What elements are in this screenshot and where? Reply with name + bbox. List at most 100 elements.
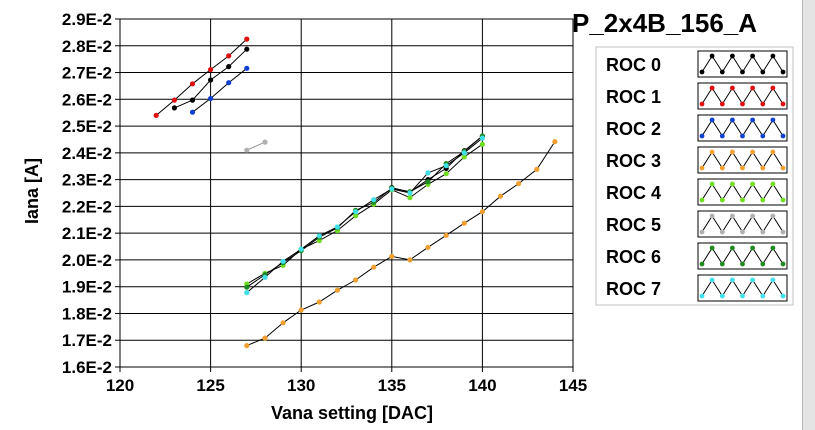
data-point (389, 253, 395, 259)
data-point (353, 209, 359, 215)
data-point (298, 246, 304, 252)
legend-swatch-marker (730, 245, 735, 251)
data-point (516, 181, 522, 187)
legend-swatch-marker (699, 229, 705, 235)
y-tick-label: 2.8E-2 (62, 37, 112, 56)
data-point (189, 81, 196, 87)
legend-label: ROC 2 (606, 119, 661, 139)
data-point (479, 209, 485, 215)
legend-swatch-marker (740, 197, 745, 203)
legend-swatch-marker (760, 197, 766, 203)
data-point (461, 154, 467, 160)
data-point (371, 264, 377, 270)
legend-swatch-marker (730, 85, 735, 91)
legend-swatch-marker (760, 69, 766, 75)
legend-label: ROC 5 (606, 215, 661, 235)
legend-swatch-marker (740, 165, 745, 171)
legend-swatch-marker (740, 229, 745, 235)
legend-item: ROC 7 (606, 274, 788, 302)
y-tick-label: 2.5E-2 (62, 117, 112, 136)
legend-swatch-marker (770, 245, 776, 251)
x-axis-ticks: 120 125 130 135 140 145 (106, 367, 587, 395)
legend: ROC 0 ROC 1 ROC 2 ROC 3 ROC 4 ROC 5 ROC 6 ROC 7 (595, 46, 794, 306)
legend-swatch-marker (709, 245, 715, 251)
x-axis-label: Vana setting [DAC] (271, 403, 433, 423)
legend-swatch-marker (699, 165, 705, 171)
y-axis-ticks: 1.6E-2 1.7E-2 1.8E-2 1.9E-2 2.0E-2 2.1E-2 2.2E… (62, 10, 120, 377)
x-tick-label: 140 (468, 376, 496, 395)
legend-swatch-marker (750, 117, 755, 123)
data-point (226, 80, 232, 86)
data-point (497, 193, 504, 199)
legend-item: ROC 6 (606, 242, 788, 270)
legend-swatch-marker (709, 117, 715, 123)
data-point (552, 139, 558, 145)
legend-label: ROC 1 (606, 87, 661, 107)
data-point (208, 95, 214, 102)
legend-label: ROC 4 (606, 183, 661, 203)
legend-item: ROC 4 (606, 178, 788, 206)
data-point (407, 195, 413, 201)
legend-swatch-marker (740, 69, 745, 75)
series-roc-5 (244, 139, 268, 153)
legend-swatch-marker (709, 213, 715, 219)
window-edge (802, 0, 815, 430)
legend-item: ROC 1 (606, 82, 788, 110)
y-tick-label: 1.6E-2 (62, 358, 112, 377)
series-roc-2 (189, 65, 250, 115)
data-point (171, 105, 177, 111)
legend-item: ROC 2 (606, 114, 788, 142)
legend-swatch-marker (730, 117, 735, 123)
legend-swatch-marker (770, 181, 776, 187)
y-tick-label: 1.7E-2 (62, 331, 112, 350)
series-line (246, 141, 556, 347)
y-tick-label: 1.9E-2 (62, 278, 112, 297)
legend-swatch-marker (719, 101, 725, 107)
data-point (189, 109, 196, 115)
legend-swatch-marker (709, 53, 715, 59)
legend-swatch-marker (780, 165, 786, 171)
data-point (425, 179, 431, 185)
data-point (208, 67, 214, 73)
legend-swatch-marker (750, 53, 755, 59)
legend-swatch-marker (699, 69, 705, 75)
data-point (353, 213, 359, 219)
y-axis-label: Iana [A] (22, 158, 42, 224)
legend-swatch-marker (719, 293, 725, 299)
data-point (443, 232, 449, 238)
y-tick-label: 2.3E-2 (62, 171, 112, 190)
legend-swatch-marker (760, 133, 766, 139)
data-point (479, 135, 485, 141)
legend-swatch-marker (770, 53, 776, 59)
data-point (153, 112, 159, 118)
y-tick-label: 2.2E-2 (62, 197, 112, 216)
legend-swatch-marker (780, 293, 786, 299)
legend-swatch-marker (770, 277, 776, 283)
series-roc-3 (244, 139, 558, 349)
series-line (246, 143, 483, 285)
data-point (262, 335, 268, 341)
data-point (425, 244, 431, 250)
legend-swatch-marker (730, 149, 735, 155)
legend-swatch-marker (760, 101, 766, 107)
y-tick-label: 2.4E-2 (62, 144, 112, 163)
data-point (244, 343, 250, 349)
y-tick-label: 2.1E-2 (62, 224, 112, 243)
legend-swatch-marker (719, 133, 725, 139)
legend-swatch-marker (750, 277, 755, 283)
legend-swatch-marker (780, 229, 786, 235)
legend-swatch-marker (709, 181, 715, 187)
series-line (192, 67, 248, 113)
data-point (316, 233, 322, 239)
legend-label: ROC 6 (606, 247, 661, 267)
series-line (246, 141, 266, 151)
data-point (425, 170, 431, 176)
legend-swatch-marker (730, 213, 735, 219)
legend-label: ROC 3 (606, 151, 661, 171)
data-point (389, 186, 395, 192)
legend-swatch-marker (719, 165, 725, 171)
y-tick-label: 1.8E-2 (62, 304, 112, 323)
x-tick-label: 120 (106, 376, 134, 395)
data-point (226, 64, 232, 70)
data-point (316, 299, 322, 305)
